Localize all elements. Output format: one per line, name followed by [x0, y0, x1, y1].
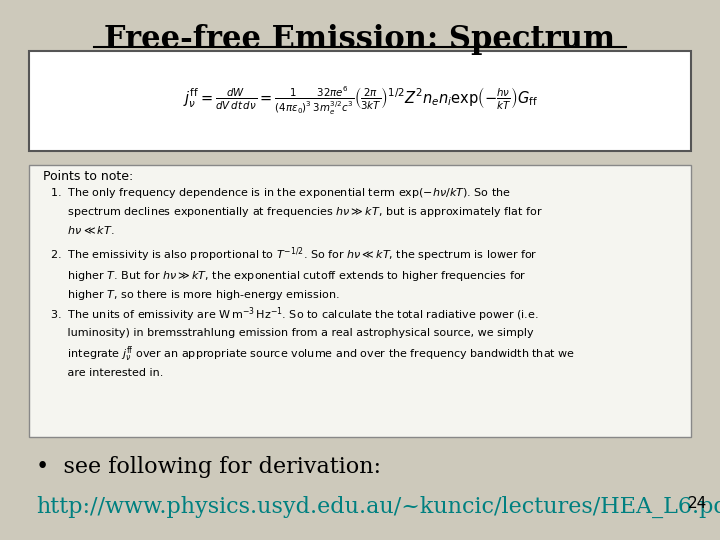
- Text: •  see following for derivation:: • see following for derivation:: [36, 456, 381, 478]
- Text: $j_\nu^{\rm ff} = \frac{dW}{dV\,dt\,d\nu} = \frac{1}{(4\pi\epsilon_0)^3}\frac{32: $j_\nu^{\rm ff} = \frac{dW}{dV\,dt\,d\nu…: [183, 85, 537, 117]
- Text: 24: 24: [688, 496, 707, 511]
- FancyBboxPatch shape: [29, 51, 691, 151]
- Text: http://www.physics.usyd.edu.au/~kuncic/lectures/HEA_L6.pdf: http://www.physics.usyd.edu.au/~kuncic/l…: [36, 496, 720, 518]
- Text: 2.  The emissivity is also proportional to $T^{-1/2}$. So for $h\nu \ll kT$, the: 2. The emissivity is also proportional t…: [50, 246, 538, 302]
- Text: 3.  The units of emissivity are $\mathrm{W\,m^{-3}\,Hz^{-1}}$. So to calculate t: 3. The units of emissivity are $\mathrm{…: [50, 305, 575, 378]
- Text: Points to note:: Points to note:: [43, 170, 133, 183]
- Text: Free-free Emission: Spectrum: Free-free Emission: Spectrum: [104, 24, 616, 55]
- FancyBboxPatch shape: [29, 165, 691, 437]
- Text: 1.  The only frequency dependence is in the exponential term $\exp(-h\nu/kT)$. S: 1. The only frequency dependence is in t…: [50, 186, 543, 237]
